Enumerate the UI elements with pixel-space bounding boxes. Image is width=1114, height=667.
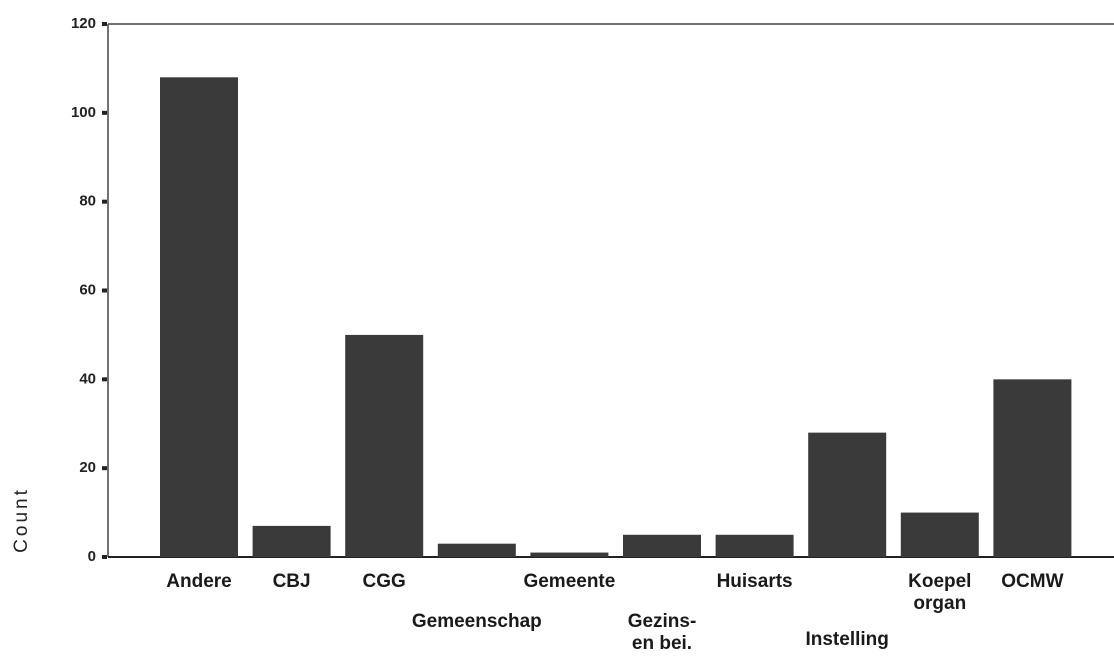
y-tick-label: 80 <box>79 193 96 210</box>
y-axis-label: Count <box>11 487 32 553</box>
y-tick-mark <box>102 377 107 382</box>
y-tick-label: 120 <box>71 15 96 32</box>
x-tick-label: Gemeenschap <box>411 611 542 632</box>
x-tick-label: OCMW <box>1001 571 1064 592</box>
x-tick-label: Gemeente <box>523 571 616 592</box>
x-tick-label: Koepel organ <box>908 571 972 614</box>
bar <box>993 379 1072 557</box>
y-tick-label: 0 <box>88 548 96 565</box>
bar <box>345 334 424 557</box>
bar <box>900 512 979 557</box>
bar <box>530 552 609 557</box>
bar <box>715 534 794 557</box>
y-tick-label: 40 <box>79 370 96 387</box>
bar <box>160 77 238 558</box>
y-tick-label: 100 <box>71 104 96 121</box>
y-tick-label: 60 <box>79 281 96 298</box>
x-tick-label: Andere <box>166 571 232 592</box>
x-tick-label: CGG <box>362 571 406 592</box>
x-tick-label: CBJ <box>272 571 311 592</box>
x-tick-label: Huisarts <box>716 571 793 592</box>
bar <box>623 534 701 557</box>
x-tick-label: Gezins- en bei. <box>627 611 697 654</box>
y-tick-mark <box>102 466 107 471</box>
y-tick-mark <box>102 555 107 559</box>
y-tick-mark <box>102 22 107 26</box>
bar <box>437 543 516 557</box>
x-tick-label: Instelling <box>805 629 889 650</box>
y-tick-mark <box>102 199 107 204</box>
bar <box>808 432 887 557</box>
y-tick-label: 20 <box>79 459 96 476</box>
bar <box>252 525 331 557</box>
y-tick-mark <box>102 110 107 115</box>
y-tick-mark <box>102 288 107 293</box>
